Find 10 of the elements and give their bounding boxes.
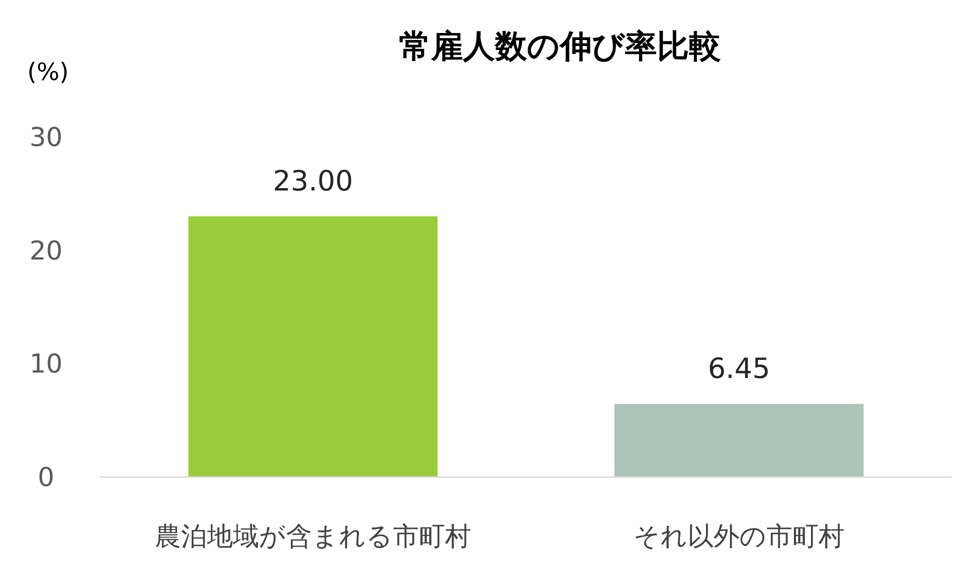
y-tick-label: 20 xyxy=(29,236,63,266)
y-tick-label: 10 xyxy=(29,350,63,380)
chart-title: 常雇人数の伸び率比較 xyxy=(399,27,721,65)
data-label: 6.45 xyxy=(708,352,770,385)
x-tick-label: それ以外の市町村 xyxy=(634,522,844,552)
data-label: 23.00 xyxy=(272,164,354,198)
x-tick-label: 農泊地域が含まれる市町村 xyxy=(155,522,471,552)
y-tick-label: 0 xyxy=(38,463,54,493)
y-tick-label: 30 xyxy=(29,123,63,153)
y-axis-title: (%) xyxy=(27,58,69,86)
